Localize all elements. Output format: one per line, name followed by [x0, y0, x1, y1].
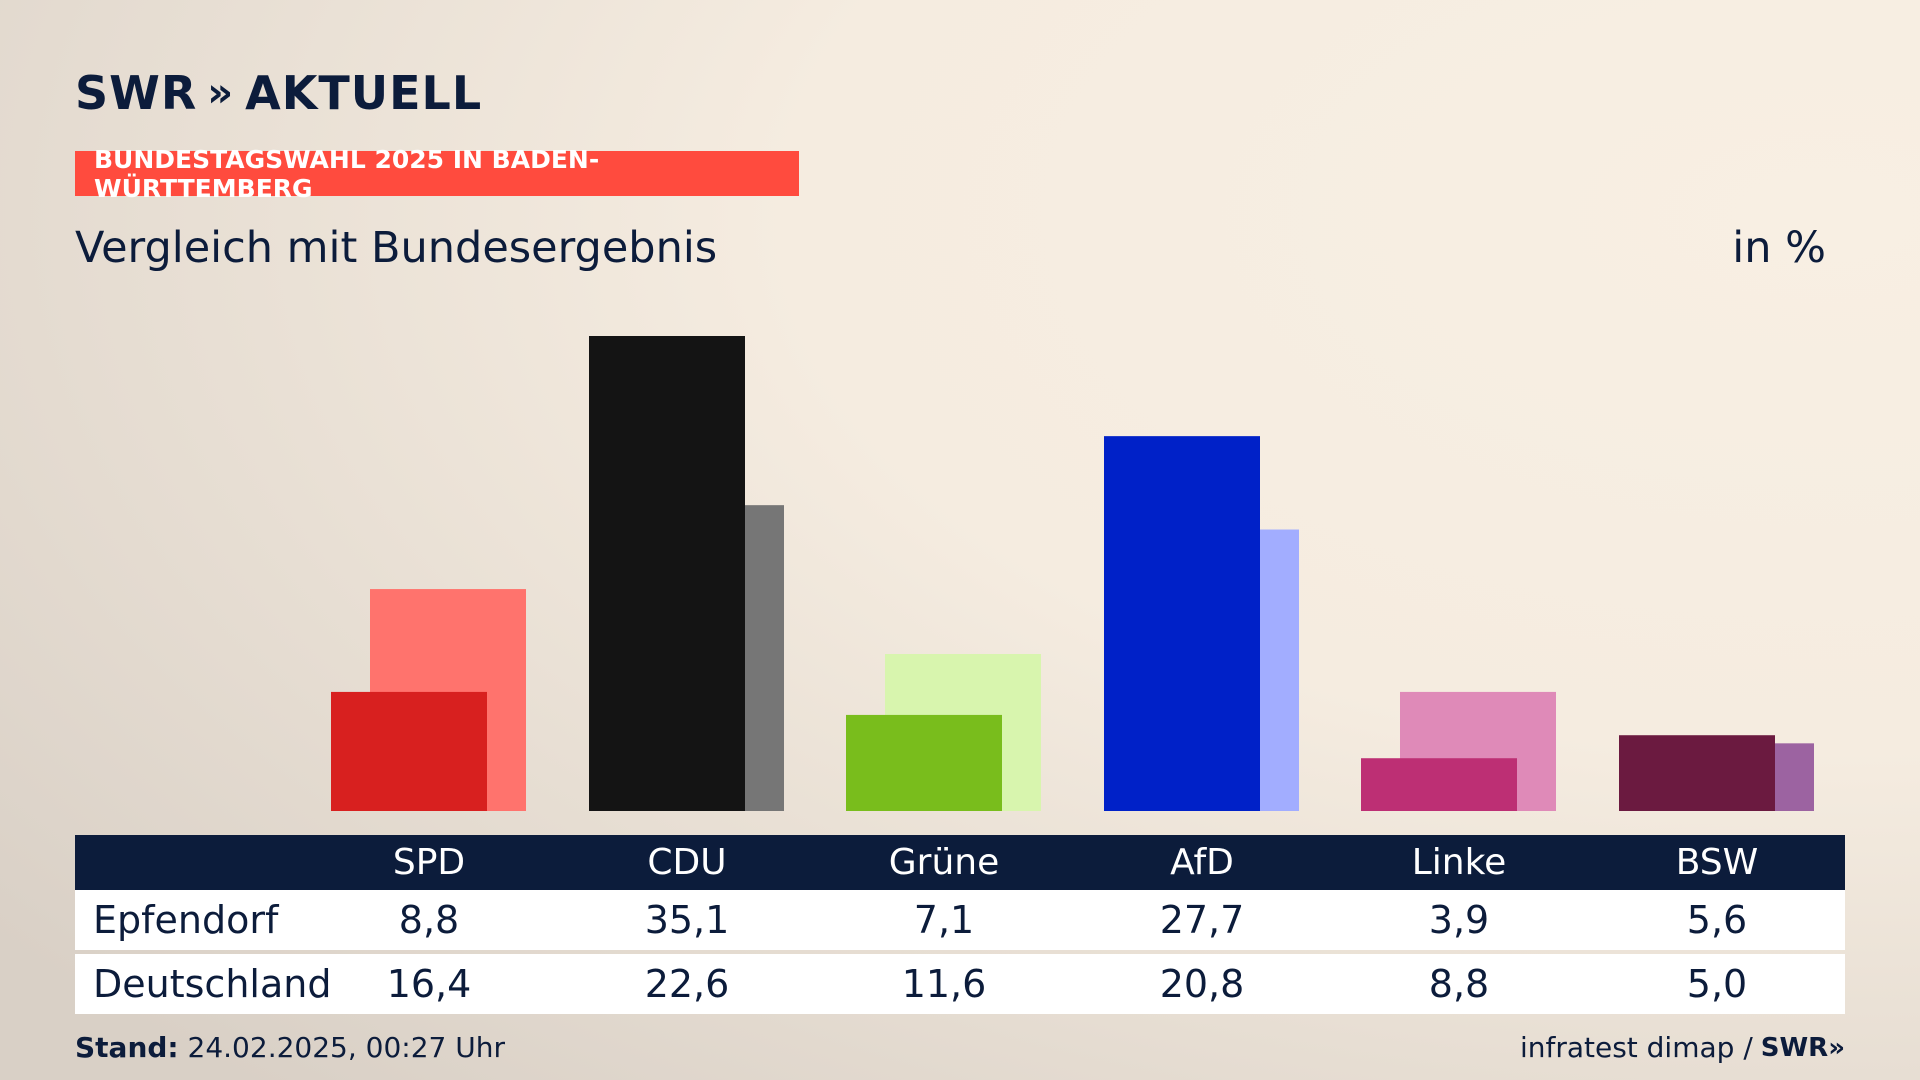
table-cell: 3,9 — [1428, 898, 1490, 942]
mini-logo-chevrons: » — [1828, 1033, 1845, 1063]
table-cell: 27,7 — [1159, 898, 1245, 942]
bar-epfendorf-afd — [1104, 436, 1260, 811]
table-cell: 11,6 — [901, 962, 987, 1006]
row-label: Deutschland — [93, 962, 332, 1006]
bar-epfendorf-bsw — [1619, 735, 1775, 811]
bar-epfendorf-spd — [331, 691, 487, 811]
table-cell: 7,1 — [913, 898, 975, 942]
table-cell: 8,8 — [1428, 962, 1490, 1006]
header-cdu: CDU — [647, 842, 727, 883]
logo-text: SWR — [75, 66, 198, 120]
unit-label: in % — [1732, 223, 1826, 273]
bar-epfendorf-grüne — [846, 714, 1002, 811]
bar-epfendorf-cdu — [589, 336, 745, 811]
row-label: Epfendorf — [93, 898, 279, 942]
election-banner: BUNDESTAGSWAHL 2025 IN BADEN-WÜRTTEMBERG — [75, 145, 799, 203]
source-text: infratest dimap / — [1519, 1031, 1753, 1064]
bar-epfendorf-linke — [1361, 758, 1517, 811]
banner-text: BUNDESTAGSWAHL 2025 IN BADEN-WÜRTTEMBERG — [94, 144, 600, 203]
results-table: SPD CDU Grüne AfD Linke BSW Epfendorf 8,8 35,1 7… — [75, 835, 1845, 1014]
header-bsw: BSW — [1675, 842, 1759, 883]
table-cell: 16,4 — [386, 962, 472, 1006]
chart-subtitle: Vergleich mit Bundesergebnis — [75, 223, 718, 273]
table-cell: 8,8 — [398, 898, 460, 942]
logo-suffix: AKTUELL — [245, 66, 483, 120]
table-cell: 22,6 — [644, 962, 730, 1006]
header-grüne: Grüne — [888, 842, 1000, 883]
header-afd: AfD — [1170, 842, 1234, 883]
table-row: Deutschland 16,4 22,6 11,6 20,8 8,8 5,0 — [75, 954, 1845, 1014]
table-cell: 20,8 — [1159, 962, 1245, 1006]
table-body: Epfendorf 8,8 35,1 7,1 27,7 3,9 5,6 Deutschland… — [75, 890, 1845, 1014]
mini-logo-text: SWR — [1760, 1033, 1829, 1063]
swr-aktuell-logo: SWR» AKTUELL — [75, 66, 482, 120]
table-header: SPD CDU Grüne AfD Linke BSW — [75, 835, 1845, 890]
header-spd: SPD — [392, 842, 466, 883]
table-row: Epfendorf 8,8 35,1 7,1 27,7 3,9 5,6 — [75, 890, 1845, 950]
table-cell: 5,0 — [1686, 962, 1748, 1006]
stand-label: Stand: — [75, 1031, 179, 1064]
swr-mini-logo: SWR» — [1761, 1030, 1845, 1066]
table-cell: 5,6 — [1686, 898, 1748, 942]
source-credit: infratest dimap / SWR» — [1520, 1030, 1845, 1066]
bar-chart — [331, 336, 1814, 811]
stand-value: 24.02.2025, 00:27 Uhr — [187, 1031, 505, 1064]
timestamp: Stand: 24.02.2025, 00:27 Uhr — [75, 1030, 505, 1066]
header-linke: Linke — [1411, 842, 1507, 883]
table-cell: 35,1 — [644, 898, 730, 942]
